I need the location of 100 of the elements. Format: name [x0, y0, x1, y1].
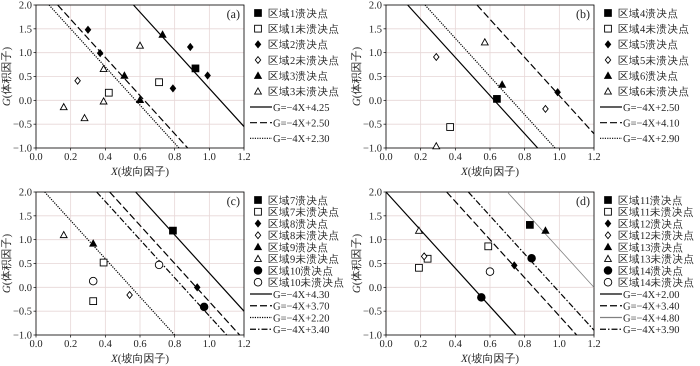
x-tick-label: 0.0	[29, 339, 43, 350]
x-tick-label: 0.0	[29, 152, 43, 163]
y-tick-label: −0.5	[12, 120, 32, 131]
x-tick-label: 0.2	[64, 152, 78, 163]
legend-label: G=−4X+2.00	[623, 290, 680, 301]
point	[84, 26, 92, 34]
legend-label: 区域14未溃决点	[618, 276, 694, 290]
legend-label: G=−4X+3.90	[623, 325, 680, 336]
x-tick-label: 0.4	[448, 339, 463, 350]
y-axis-title: G(体积因子)	[351, 234, 363, 294]
point	[96, 49, 104, 57]
y-tick-label: 0.0	[18, 282, 32, 294]
x-tick-label: 0.8	[518, 339, 532, 350]
y-tick-label: 0.0	[368, 96, 382, 107]
x-tick-label: 1.0	[202, 152, 216, 163]
chart-title: (b)	[576, 7, 590, 21]
legend-label: 区域14溃决点	[618, 264, 684, 278]
legend-label: G=−4X+4.10	[623, 118, 680, 130]
legend-label: G=−4X+4.30	[273, 290, 330, 301]
x-tick-label: 0.2	[414, 152, 428, 163]
x-tick-label: 0.2	[64, 339, 78, 350]
point	[527, 254, 536, 263]
legend-label: G=−4X+2.20	[273, 313, 330, 324]
legend-label: 区域8未溃决点	[268, 229, 340, 242]
legend-label: 区域13未溃决点	[618, 252, 694, 266]
legend-label: G=−4X+2.90	[623, 134, 680, 146]
x-tick-label: 1.2	[237, 339, 251, 350]
legend-label: G=−4X+3.40	[273, 325, 330, 336]
point	[477, 293, 486, 302]
legend-label: 区域12溃决点	[618, 217, 684, 230]
y-tick-label: 1.0	[368, 48, 382, 60]
chart-title: (d)	[576, 194, 590, 208]
point	[136, 42, 144, 49]
y-tick-label: −1.0	[12, 330, 32, 342]
point	[155, 78, 163, 86]
legend-label: 区域5未溃决点	[618, 54, 690, 67]
y-tick-label: 1.5	[368, 24, 382, 36]
chart-title: (c)	[226, 194, 240, 208]
x-tick-label: 0.6	[483, 152, 497, 163]
y-tick-label: −0.5	[362, 120, 382, 131]
x-tick-label: 1.0	[552, 339, 566, 350]
legend-label: 区域3溃决点	[268, 69, 328, 82]
point	[480, 38, 489, 46]
point	[204, 72, 211, 80]
y-tick-label: 0.5	[368, 259, 382, 270]
point	[100, 258, 108, 266]
legend-label: 区域10溃决点	[268, 264, 334, 278]
legend-label: 区域13溃决点	[618, 240, 684, 254]
point	[89, 297, 98, 306]
point	[170, 84, 176, 92]
y-tick-label: 1.5	[18, 211, 32, 222]
chart-title: (a)	[226, 7, 240, 21]
legend-label: 区域2未溃决点	[268, 54, 340, 67]
y-tick-label: 1.0	[368, 235, 382, 246]
x-tick-label: 0.2	[414, 339, 428, 350]
legend-label: 区域9未溃决点	[268, 252, 340, 266]
legend-label: 区域3未溃决点	[268, 85, 340, 98]
x-tick-label: 1.2	[237, 152, 251, 163]
y-tick-label: 0.5	[368, 72, 382, 83]
legend-label: 区域4未溃决点	[618, 22, 690, 36]
legend-label: 区域11溃决点	[618, 194, 684, 207]
x-tick-label: 0.4	[98, 152, 113, 163]
y-tick-label: 2.0	[368, 188, 382, 198]
y-tick-label: 2.0	[18, 0, 32, 12]
y-tick-label: 2.0	[18, 188, 32, 198]
y-tick-label: 0.0	[18, 96, 32, 107]
legend-label: G=−4X+3.70	[273, 302, 330, 313]
legend-label: 区域2溃决点	[268, 38, 328, 52]
x-tick-label: 0.8	[168, 152, 182, 163]
legend-label: 区域7溃决点	[268, 194, 328, 207]
x-axis-title: X(坡向因子)	[110, 352, 170, 365]
x-tick-label: 1.0	[202, 339, 216, 350]
x-tick-label: 0.4	[98, 339, 113, 350]
y-tick-label: 1.5	[368, 211, 382, 222]
point	[60, 103, 68, 110]
point	[80, 114, 88, 122]
x-tick-label: 0.6	[483, 339, 497, 350]
legend-label: 区域7未溃决点	[268, 206, 340, 219]
x-axis-title: X(坡向因子)	[460, 165, 520, 178]
x-tick-label: 0.8	[168, 339, 182, 350]
y-tick-label: 2.0	[368, 0, 382, 12]
legend-label: G=−4X+4.25	[273, 102, 330, 114]
legend-label: G=−4X+2.50	[273, 118, 330, 130]
y-tick-label: −1.0	[362, 330, 382, 342]
x-tick-label: 0.0	[379, 152, 393, 163]
x-axis-title: X(坡向因子)	[460, 352, 520, 365]
point	[136, 96, 144, 104]
legend-label: 区域1溃决点	[268, 6, 328, 20]
point	[158, 30, 166, 38]
legend-label: 区域1未溃决点	[268, 22, 340, 36]
legend-label: 区域10未溃决点	[268, 276, 344, 290]
point	[415, 264, 423, 272]
x-tick-label: 1.2	[587, 339, 601, 350]
legend-label: 区域4溃决点	[618, 6, 678, 20]
y-tick-label: −1.0	[362, 144, 382, 154]
x-axis-title: X(坡向因子)	[110, 165, 170, 178]
y-tick-label: −0.5	[362, 306, 382, 318]
legend-label: G=−4X+2.50	[623, 102, 680, 114]
legend-label: 区域6未溃决点	[618, 85, 690, 98]
y-tick-label: −0.5	[12, 306, 32, 318]
